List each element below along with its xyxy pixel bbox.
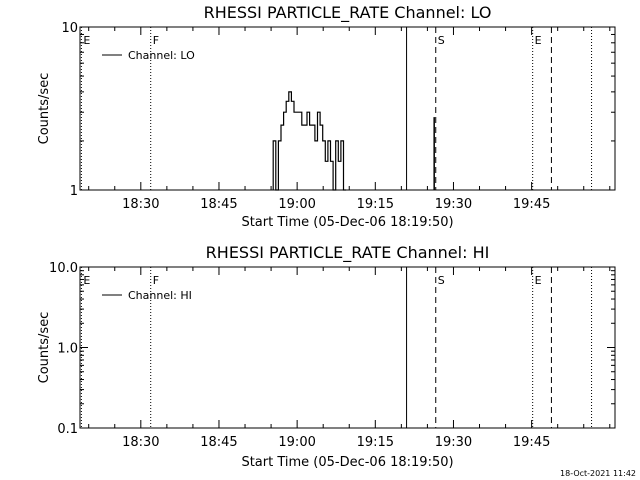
x-tick-label: 19:15 [357,197,394,212]
x-tick-label: 18:45 [200,435,237,450]
x-tick-label: 19:30 [435,435,472,450]
y-tick-label: 10.0 [49,261,78,276]
event-marker-label: F [153,274,159,287]
event-marker-label: S [438,34,445,47]
y-tick-label: 10 [61,21,78,36]
y-tick-label: 1 [70,184,78,199]
x-tick-label: 19:45 [513,197,550,212]
event-marker-label: E [83,274,90,287]
event-marker-label: F [153,34,159,47]
legend-label: Channel: LO [128,49,195,62]
x-tick-label: 18:45 [200,197,237,212]
x-tick-label: 19:00 [278,435,315,450]
y-tick-label: 1.0 [57,342,78,357]
x-tick-label: 19:45 [513,435,550,450]
chart-title: RHESSI PARTICLE_RATE Channel: LO [204,3,492,23]
panel-lo: RHESSI PARTICLE_RATE Channel: LO Counts/s… [37,3,616,230]
y-tick-label: 0.1 [57,422,78,437]
series-line [272,91,347,191]
x-tick-label: 19:15 [357,435,394,450]
x-tick-label: 18:30 [122,435,159,450]
y-axis-label: Counts/sec [37,312,52,384]
event-marker-label: E [535,274,542,287]
x-tick-label: 18:30 [122,197,159,212]
plot-frame [79,26,616,191]
event-marker-label: E [83,34,90,47]
x-tick-label: 19:00 [278,197,315,212]
panel-hi: RHESSI PARTICLE_RATE Channel: HI Counts/s… [37,243,616,470]
event-marker-label: E [535,34,542,47]
x-tick-label: 19:30 [435,197,472,212]
x-axis-label: Start Time (05-Dec-06 18:19:50) [241,455,453,470]
timestamp-footer: 18-Oct-2021 11:42 [560,469,636,478]
legend-label: Channel: HI [128,289,192,302]
event-marker-label: S [438,274,445,287]
y-axis-label: Counts/sec [37,73,52,145]
chart-title: RHESSI PARTICLE_RATE Channel: HI [206,243,490,263]
x-axis-label: Start Time (05-Dec-06 18:19:50) [241,215,453,230]
